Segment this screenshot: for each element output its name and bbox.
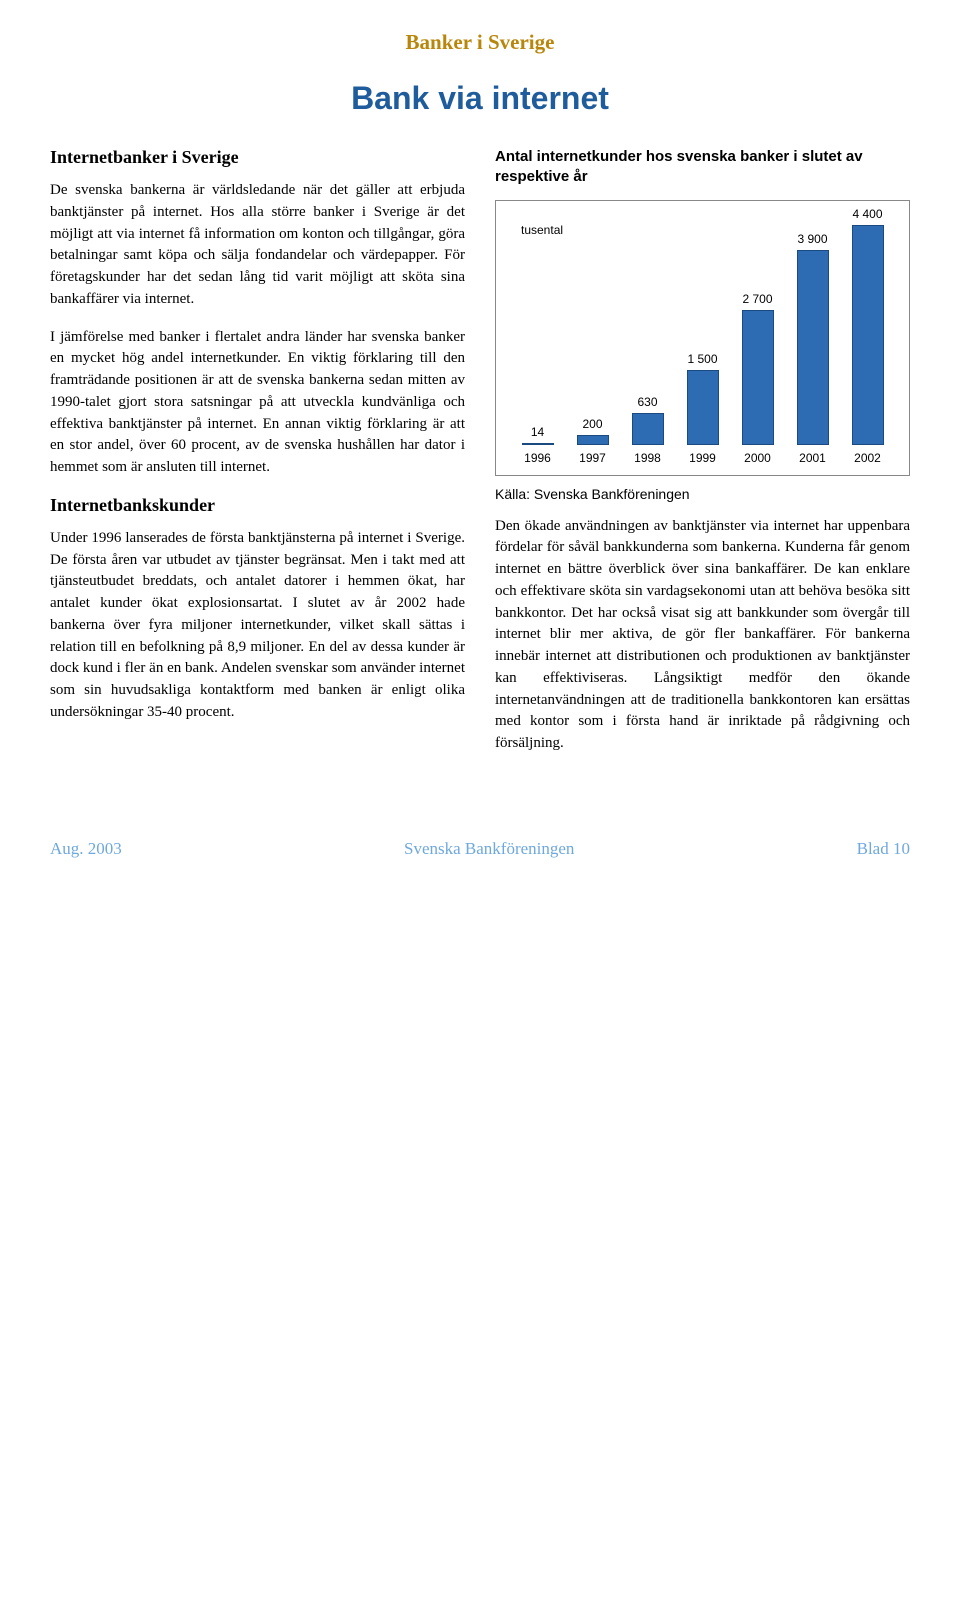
x-axis-label: 2001 (785, 451, 840, 465)
page-footer: Aug. 2003 Svenska Bankföreningen Blad 10 (50, 831, 910, 859)
x-axis-label: 2002 (840, 451, 895, 465)
chart-source: Källa: Svenska Bankföreningen (495, 486, 910, 502)
footer-org: Svenska Bankföreningen (404, 839, 574, 859)
bar-group: 200 (565, 417, 620, 445)
bar-value-label: 1 500 (687, 352, 717, 366)
document-header-title: Banker i Sverige (50, 30, 910, 55)
x-axis-label: 2000 (730, 451, 785, 465)
bar (797, 250, 829, 445)
right-paragraph-1: Den ökade användningen av banktjänster v… (495, 516, 910, 755)
left-paragraph-1: De svenska bankerna är världsledande när… (50, 180, 465, 311)
x-axis-label: 1999 (675, 451, 730, 465)
left-column: Internetbanker i Sverige De svenska bank… (50, 147, 465, 771)
two-column-layout: Internetbanker i Sverige De svenska bank… (50, 147, 910, 771)
right-column: Antal internetkunder hos svenska banker … (495, 147, 910, 771)
bar-group: 14 (510, 425, 565, 445)
bar-group: 2 700 (730, 292, 785, 445)
bar (577, 435, 609, 445)
chart-unit-label: tusental (521, 223, 563, 237)
chart-plot-area: 142006301 5002 7003 9004 400 (510, 215, 895, 445)
bar (632, 413, 664, 445)
bar-group: 3 900 (785, 232, 840, 445)
footer-date: Aug. 2003 (50, 839, 122, 859)
bar-group: 630 (620, 395, 675, 445)
bar-value-label: 2 700 (742, 292, 772, 306)
left-paragraph-3: Under 1996 lanserades de första banktjän… (50, 528, 465, 724)
page-title: Bank via internet (50, 80, 910, 117)
bar-value-label: 14 (531, 425, 544, 439)
bar (742, 310, 774, 445)
left-heading-2: Internetbankskunder (50, 495, 465, 516)
bar (522, 443, 554, 445)
footer-page-number: Blad 10 (857, 839, 910, 859)
x-axis-label: 1998 (620, 451, 675, 465)
left-paragraph-2: I jämförelse med banker i flertalet andr… (50, 327, 465, 479)
bar-value-label: 630 (637, 395, 657, 409)
chart-title: Antal internetkunder hos svenska banker … (495, 147, 910, 188)
x-axis-label: 1997 (565, 451, 620, 465)
left-heading-1: Internetbanker i Sverige (50, 147, 465, 168)
bar (852, 225, 884, 445)
bar-group: 4 400 (840, 207, 895, 445)
chart-x-axis: 1996199719981999200020012002 (510, 451, 895, 465)
bar-value-label: 4 400 (852, 207, 882, 221)
bar-chart-container: tusental 14 200 630 1 500 2 700 3 900 4 400 19… (495, 200, 910, 476)
bar-value-label: 200 (582, 417, 602, 431)
bar-value-label: 3 900 (797, 232, 827, 246)
bar-group: 1 500 (675, 352, 730, 445)
bar (687, 370, 719, 445)
x-axis-label: 1996 (510, 451, 565, 465)
